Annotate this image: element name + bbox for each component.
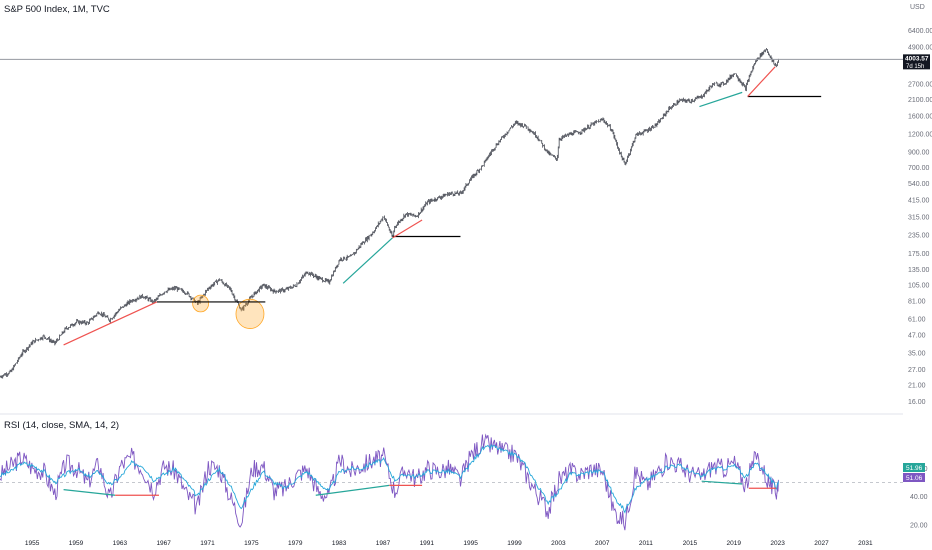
price-tick-label: 6400.00	[908, 28, 932, 35]
rsi-tag-value: 51.96	[906, 465, 923, 472]
price-tick-label: 315.00	[908, 214, 930, 221]
price-tick-label: 900.00	[908, 149, 930, 156]
price-tick-label: 61.00	[908, 316, 926, 323]
price-annotations	[63, 66, 822, 346]
time-tick-label: 1983	[332, 540, 347, 547]
price-tick-label: 700.00	[908, 165, 930, 172]
price-tick-label: 4900.00	[908, 44, 932, 51]
red-trendline[interactable]	[63, 301, 158, 346]
time-tick-label: 1987	[376, 540, 391, 547]
price-tick-label: 175.00	[908, 251, 930, 258]
currency-label: USD	[910, 4, 925, 11]
time-tick-label: 2015	[683, 540, 698, 547]
price-tick-label: 235.00	[908, 233, 930, 240]
rsi-line	[0, 433, 779, 531]
time-tick-label: 1999	[507, 540, 522, 547]
time-tick-label: 2003	[551, 540, 566, 547]
price-tick-label: 27.00	[908, 367, 926, 374]
price-tick-label: 16.00	[908, 399, 926, 406]
red-trendline[interactable]	[392, 219, 423, 239]
time-tick-label: 2011	[639, 540, 653, 547]
price-tick-label: 415.00	[908, 197, 930, 204]
time-tick-label: 1967	[156, 540, 171, 547]
rsi-tick-label: 20.00	[910, 522, 928, 529]
price-tick-label: 47.00	[908, 332, 926, 339]
time-tick-label: 1975	[244, 540, 259, 547]
time-tick-label: 1955	[25, 540, 40, 547]
price-axis: 6400.00 4900.00 2700.00 2100.00 1600.00 1200.…	[908, 28, 932, 406]
chart-title: S&P 500 Index, 1M, TVC	[4, 4, 110, 15]
price-tick-label: 2700.00	[908, 81, 932, 88]
price-tick-label: 1600.00	[908, 114, 932, 121]
highlight-circle[interactable]	[235, 298, 265, 329]
time-tick-label: 1959	[69, 540, 84, 547]
time-tick-label: 1995	[463, 540, 478, 547]
time-tick-label: 2007	[595, 540, 610, 547]
rsi-tick-label: 40.00	[910, 494, 928, 501]
green-trendline[interactable]	[699, 91, 743, 108]
price-tag[interactable]	[903, 54, 930, 70]
rsi-title: RSI (14, close, SMA, 14, 2)	[4, 420, 119, 431]
price-tick-label: 21.00	[908, 382, 926, 389]
time-tick-label: 1991	[420, 540, 435, 547]
green-trendline[interactable]	[342, 237, 393, 284]
rsi-pane	[0, 433, 903, 531]
price-tick-label: 2100.00	[908, 97, 932, 104]
price-tick-label: 105.00	[908, 283, 930, 290]
time-axis: 1955 1959 1963 1967 1971 1975 1979 1983 1987 1991…	[25, 540, 873, 547]
price-tag-countdown: 7d 15h	[906, 64, 924, 70]
price-tick-label: 35.00	[908, 351, 926, 358]
rsi-green-line[interactable]	[63, 489, 116, 496]
price-tick-label: 1200.00	[908, 132, 932, 139]
time-tick-label: 2019	[727, 540, 742, 547]
time-tick-label: 2023	[770, 540, 785, 547]
rsi-green-line[interactable]	[315, 484, 390, 496]
price-tick-label: 81.00	[908, 299, 926, 306]
rsi-green-line[interactable]	[701, 480, 743, 485]
rsi-tag-box[interactable]	[903, 463, 925, 472]
time-tick-label: 2031	[858, 540, 873, 547]
price-tag-value: 4003.57	[905, 55, 929, 62]
rsi-sma-line	[0, 443, 779, 514]
rsi-sma-tag-box[interactable]	[903, 473, 925, 482]
time-tick-label: 1963	[113, 540, 128, 547]
time-tick-label: 2027	[814, 540, 829, 547]
price-tick-label: 540.00	[908, 181, 930, 188]
price-tick-label: 135.00	[908, 267, 930, 274]
time-tick-label: 1971	[200, 540, 215, 547]
red-trendline[interactable]	[747, 66, 776, 97]
highlight-circle[interactable]	[192, 294, 210, 313]
time-tick-label: 1979	[288, 540, 303, 547]
rsi-sma-tag-value: 51.06	[906, 475, 923, 482]
